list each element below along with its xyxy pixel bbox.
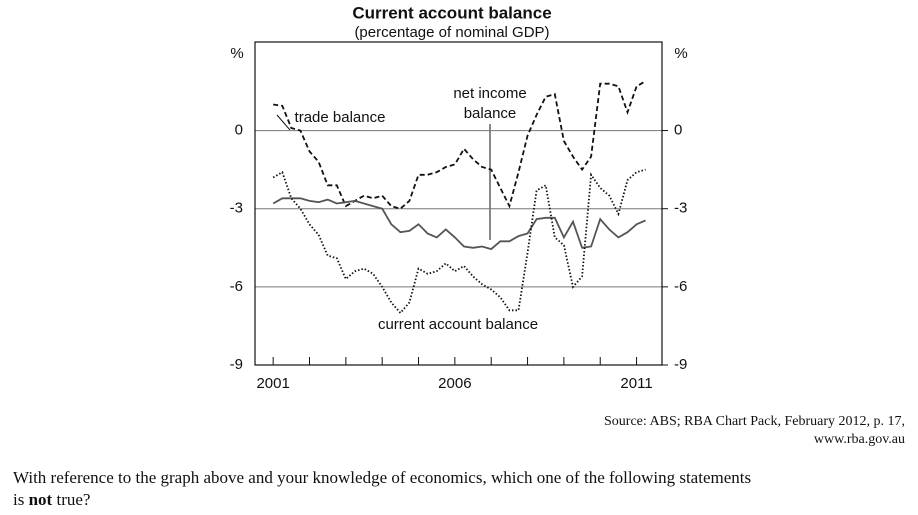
y-tick-label: -3 xyxy=(230,200,243,217)
series-line xyxy=(272,197,646,251)
question-text: true? xyxy=(52,490,91,509)
chart-subtitle: (percentage of nominal GDP) xyxy=(354,24,549,41)
question-text: is xyxy=(13,490,29,509)
y-tick-label: 0 xyxy=(235,122,243,139)
question-text: is not true? xyxy=(13,490,90,510)
source-line: Source: ABS; RBA Chart Pack, February 20… xyxy=(604,414,905,429)
x-tick-label: 2006 xyxy=(438,375,471,392)
annotation: net income xyxy=(453,85,526,102)
chart-title: Current account balance xyxy=(352,3,551,22)
source-line: www.rba.gov.au xyxy=(813,432,905,447)
y2-tick-label: -9 xyxy=(674,356,687,373)
y2-tick-label: -6 xyxy=(674,278,687,295)
question-text: With reference to the graph above and yo… xyxy=(13,468,752,487)
annotation: balance xyxy=(464,105,517,122)
question-emphasis: not xyxy=(28,490,53,509)
x-tick-label: 2001 xyxy=(256,375,289,392)
y-axis-label: % xyxy=(230,45,243,62)
y2-axis-label: % xyxy=(674,45,687,62)
y2-tick-label: 0 xyxy=(674,122,682,139)
series-line xyxy=(273,80,647,210)
y2-tick-label: -3 xyxy=(674,200,687,217)
y-tick-label: -6 xyxy=(230,278,243,295)
plot-frame xyxy=(254,41,663,366)
annotation: current account balance xyxy=(378,316,538,333)
annotation: trade balance xyxy=(295,109,386,126)
annotation-leader xyxy=(276,114,291,131)
y-tick-label: -9 xyxy=(230,356,243,373)
series-line xyxy=(272,168,646,315)
chart: Current account balance (percentage of n… xyxy=(230,3,688,392)
x-tick-label: 2011 xyxy=(620,375,652,392)
